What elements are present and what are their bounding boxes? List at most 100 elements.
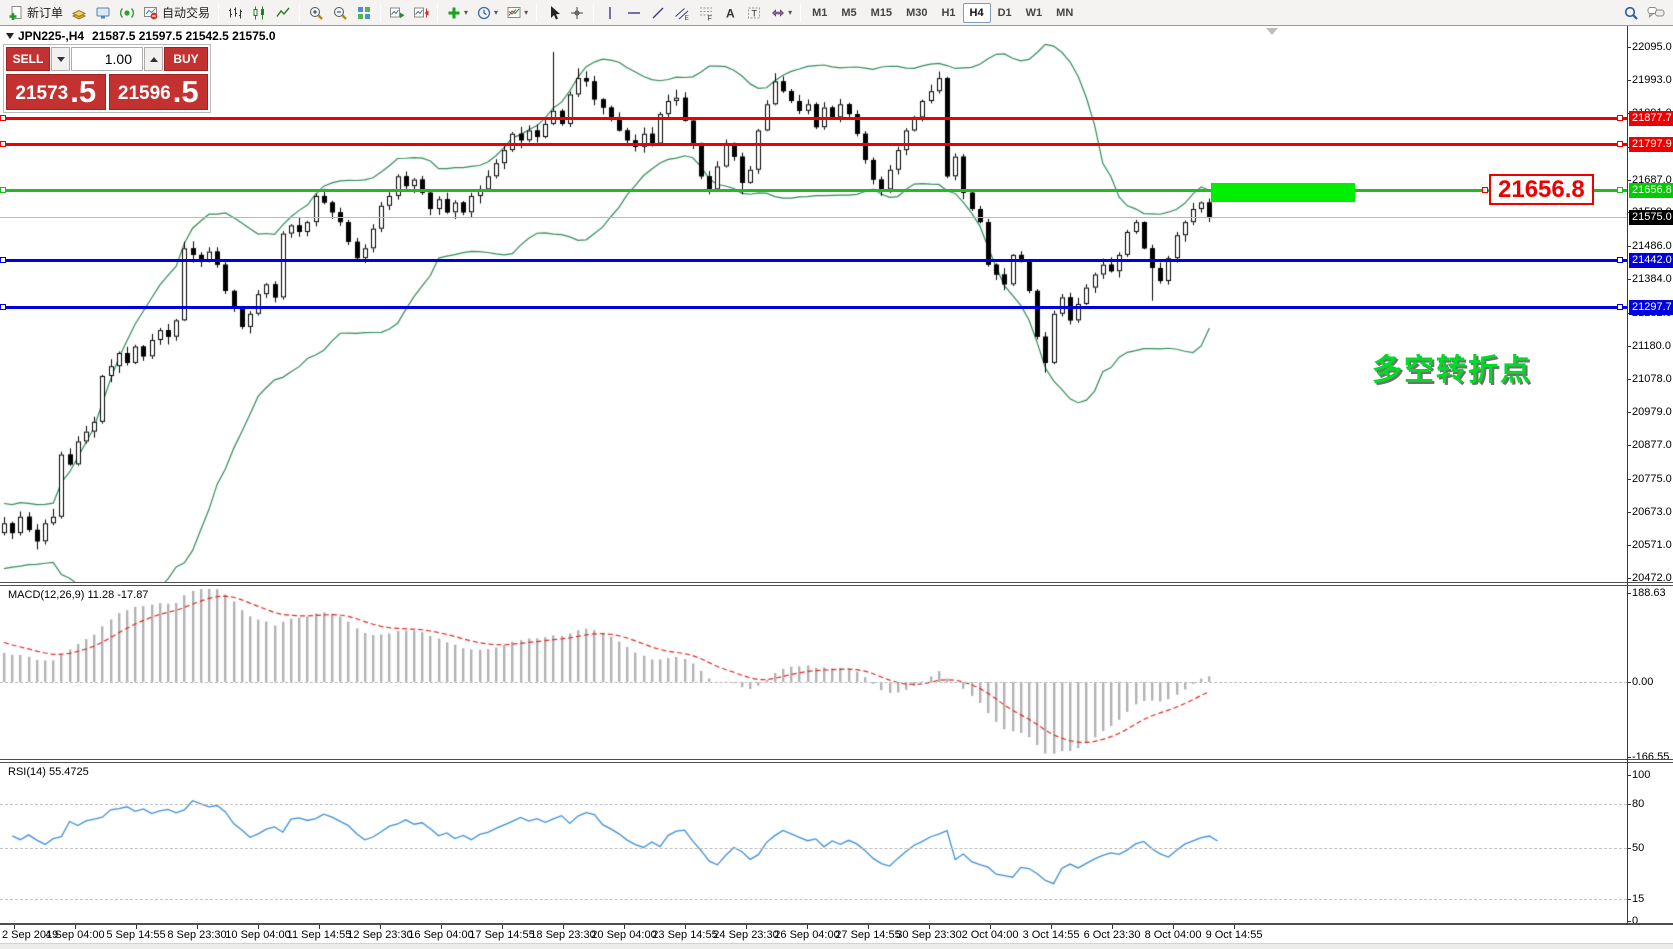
templates-button[interactable]: ▾ (502, 2, 532, 24)
price-axis-tick (1627, 379, 1631, 381)
resistance-line-2[interactable] (0, 142, 1627, 146)
search-button[interactable] (1619, 2, 1643, 24)
line-chart-button[interactable] (271, 2, 295, 24)
auto-scroll-button[interactable] (385, 2, 409, 24)
text-button[interactable]: A (718, 2, 742, 24)
timeframe-w1-button[interactable]: W1 (1025, 6, 1043, 19)
trendline-button[interactable] (646, 2, 670, 24)
sell-button[interactable]: SELL (6, 47, 50, 71)
rsi-panel-separator[interactable] (0, 759, 1673, 763)
tile-windows-button[interactable] (352, 2, 376, 24)
support-line-2-left-handle[interactable] (0, 304, 6, 311)
price-axis-label: 22095.0 (1632, 40, 1672, 53)
cursor-button[interactable] (541, 2, 565, 24)
zoom-in-button[interactable] (304, 2, 328, 24)
periods-button[interactable]: ▾ (472, 2, 502, 24)
timeframe-m15-button[interactable]: M15 (870, 6, 893, 19)
timeframe-mn-button[interactable]: MN (1056, 6, 1074, 19)
resistance-line-1[interactable] (0, 116, 1627, 120)
price-axis-label: 21993.0 (1632, 73, 1672, 86)
price-axis-label: 20877.0 (1632, 439, 1672, 452)
chart-shift-marker-icon[interactable] (1266, 28, 1278, 35)
auto-trading-button-label: 自动交易 (162, 6, 211, 20)
horizontal-scrollbar[interactable] (0, 943, 1673, 949)
highlight-rectangle[interactable] (1211, 183, 1355, 202)
label-button[interactable]: T (742, 2, 766, 24)
auto-trading-button[interactable]: 自动交易 (139, 2, 214, 24)
volume-input[interactable] (71, 47, 143, 71)
chart-canvas[interactable] (0, 26, 1673, 949)
crosshair-button[interactable] (565, 2, 589, 24)
macd-axis-tick (1627, 592, 1631, 594)
bar-chart-button[interactable] (223, 2, 247, 24)
time-axis-tick (75, 925, 76, 929)
time-axis-tick (136, 925, 137, 929)
support-line-1[interactable] (0, 259, 1627, 263)
time-axis-label: 20 Sep 04:00 (591, 929, 657, 941)
fibonacci-button[interactable]: F (694, 2, 718, 24)
support-line-1-left-handle[interactable] (0, 257, 6, 264)
sell-price[interactable]: 21573 .5 (6, 74, 106, 110)
timeframe-h4-button[interactable]: H4 (962, 2, 991, 23)
timeframe-m5-button[interactable]: M5 (841, 6, 857, 19)
macd-header: MACD(12,26,9) 11.28 -17.87 (8, 589, 149, 601)
time-axis-label: 26 Sep 04:00 (774, 929, 840, 941)
dropdown-caret-icon[interactable]: ▾ (788, 8, 793, 17)
history-center-button[interactable] (67, 2, 91, 24)
support-line-2-right-handle[interactable] (1617, 304, 1623, 311)
volume-increase-button[interactable] (144, 47, 163, 71)
resistance-line-2-right-handle[interactable] (1617, 140, 1623, 147)
pivot-line-right-handle[interactable] (1617, 186, 1623, 193)
resistance-line-1-left-handle[interactable] (0, 114, 6, 121)
timeframe-h1-button[interactable]: H1 (941, 6, 956, 19)
chart-shift-button[interactable] (409, 2, 433, 24)
time-axis-tick (1234, 925, 1235, 929)
collapse-triangle-icon[interactable] (6, 33, 14, 39)
support-line-1-badge[interactable]: 21442.0 (1629, 253, 1673, 269)
resistance-line-1-right-handle[interactable] (1617, 114, 1623, 121)
resistance-line-2-left-handle[interactable] (0, 140, 6, 147)
dropdown-caret-icon[interactable]: ▾ (494, 8, 499, 17)
vline-icon (602, 5, 618, 21)
cursor-icon (545, 5, 561, 21)
chartshift-icon (413, 5, 429, 21)
pivot-line-badge[interactable]: 21656.8 (1629, 182, 1673, 198)
time-axis-tick (441, 925, 442, 929)
vertical-line-button[interactable] (598, 2, 622, 24)
timeframe-d1-button[interactable]: D1 (997, 6, 1012, 19)
arrows-button[interactable]: ▾ (766, 2, 796, 24)
linechart-icon (275, 5, 291, 21)
horizontal-line-button[interactable] (622, 2, 646, 24)
resistance-line-2-badge[interactable]: 21797.9 (1629, 136, 1673, 152)
terminal-button[interactable] (91, 2, 115, 24)
volume-decrease-button[interactable] (51, 47, 70, 71)
timeframe-m30-button[interactable]: M30 (906, 6, 928, 19)
equidistant-channel-button[interactable]: E (670, 2, 694, 24)
zoom-out-button[interactable] (328, 2, 352, 24)
macd-panel-separator[interactable] (0, 582, 1673, 586)
buy-price[interactable]: 21596 .5 (108, 74, 208, 110)
toolbar-separator (380, 3, 382, 22)
timeframe-m1-button[interactable]: M1 (812, 6, 828, 19)
dropdown-caret-icon[interactable]: ▾ (524, 8, 529, 17)
price-axis-label: 21078.0 (1632, 373, 1672, 386)
time-axis-tick (746, 925, 747, 929)
time-axis-label: 4 Sep 04:00 (45, 929, 105, 941)
candlestick-button[interactable] (247, 2, 271, 24)
pivot-price-label[interactable]: 21656.8 (1489, 174, 1594, 205)
support-line-1-right-handle[interactable] (1617, 257, 1623, 264)
buy-button[interactable]: BUY (164, 47, 208, 71)
new-order-button[interactable]: 新订单 (4, 2, 67, 24)
dropdown-caret-icon[interactable]: ▾ (464, 8, 469, 17)
price-label-anchor[interactable] (1482, 187, 1488, 193)
pivot-line-left-handle[interactable] (0, 186, 6, 193)
chat-button[interactable] (1643, 2, 1669, 24)
signals-button[interactable] (115, 2, 139, 24)
resistance-line-1-badge[interactable]: 21877.7 (1629, 110, 1673, 126)
indicators-button[interactable]: ▾ (442, 2, 472, 24)
pivot-line[interactable] (0, 188, 1627, 192)
support-line-2[interactable] (0, 306, 1627, 310)
support-line-2-badge[interactable]: 21297.7 (1629, 300, 1673, 316)
chart-annotation[interactable]: 多空转折点 (1372, 354, 1532, 387)
